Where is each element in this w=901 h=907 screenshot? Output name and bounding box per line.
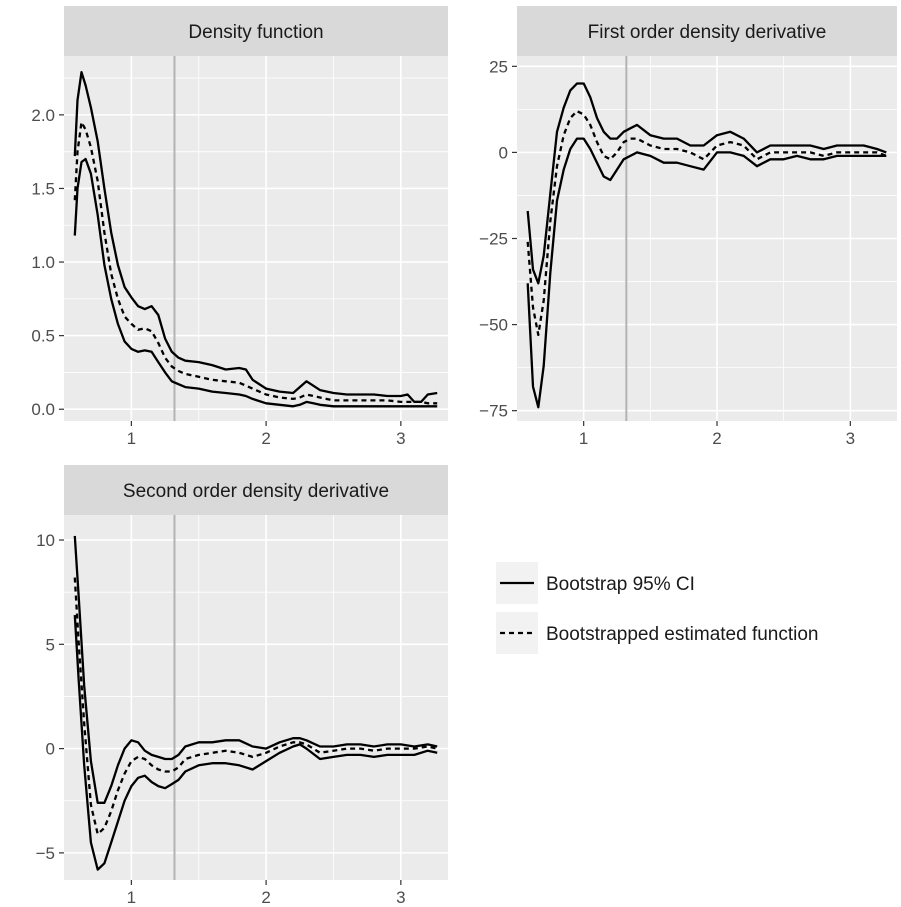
x-tick-label-1: 1 (127, 888, 136, 907)
series-estimated-function (526, 109, 887, 337)
legend-label-estimated-function: Bootstrapped estimated function (546, 624, 819, 645)
series-ci-upper (73, 535, 438, 804)
series-ci-upper (526, 82, 887, 285)
series-ci-lower (73, 157, 438, 408)
legend: Bootstrap 95% CI Bootstrapped estimated … (496, 562, 819, 654)
y-tick-label: 5 (46, 635, 55, 654)
y-tick-label: 10 (36, 531, 55, 550)
y-tick-label: 0 (46, 740, 55, 759)
panel-density-function: Density function 1 2 3 0.0 0.5 1.0 1.5 2.0 (31, 6, 448, 448)
y-tick-label: 0 (499, 143, 508, 162)
y-tick-label: −25 (479, 230, 508, 249)
strip-first-order-derivative (517, 6, 897, 56)
x-tick-label-3: 3 (396, 429, 405, 448)
y-tick-label: 25 (489, 57, 508, 76)
legend-label-bootstrap-ci: Bootstrap 95% CI (546, 574, 695, 595)
panel-first-order-derivative: First order density derivative 1 2 3 25 0 −25… (479, 6, 897, 448)
x-tick-label-3: 3 (396, 888, 405, 907)
y-tick-label: 0.0 (31, 400, 55, 419)
plot-area (64, 56, 448, 421)
x-tick-label-1: 1 (579, 429, 588, 448)
x-tick-label-1: 1 (127, 429, 136, 448)
plot-area (64, 515, 448, 880)
series-estimated-function (73, 121, 438, 405)
y-tick-label: 0.5 (31, 327, 55, 346)
x-tick-label-2: 2 (261, 429, 270, 448)
strip-title-first-order-derivative: First order density derivative (588, 22, 827, 43)
strip-second-order-derivative (64, 465, 448, 515)
y-tick-label: −75 (479, 402, 508, 421)
series-ci-lower (73, 615, 438, 871)
y-tick-label: 1.5 (31, 179, 55, 198)
strip-title-density-function: Density function (188, 22, 323, 43)
x-tick-label-2: 2 (712, 429, 721, 448)
series-estimated-function (73, 577, 438, 836)
y-tick-label: 1.0 (31, 253, 55, 272)
series-ci-lower (526, 137, 887, 409)
panel-second-order-derivative: Second order density derivative 1 2 3 10 5 0 −… (36, 465, 448, 907)
strip-density-function (64, 6, 448, 56)
y-tick-label: −5 (36, 844, 55, 863)
y-tick-label: −50 (479, 316, 508, 335)
series-ci-upper (73, 71, 438, 404)
y-tick-label: 2.0 (31, 106, 55, 125)
x-tick-label-2: 2 (261, 888, 270, 907)
strip-title-second-order-derivative: Second order density derivative (123, 481, 389, 502)
x-tick-label-3: 3 (846, 429, 855, 448)
